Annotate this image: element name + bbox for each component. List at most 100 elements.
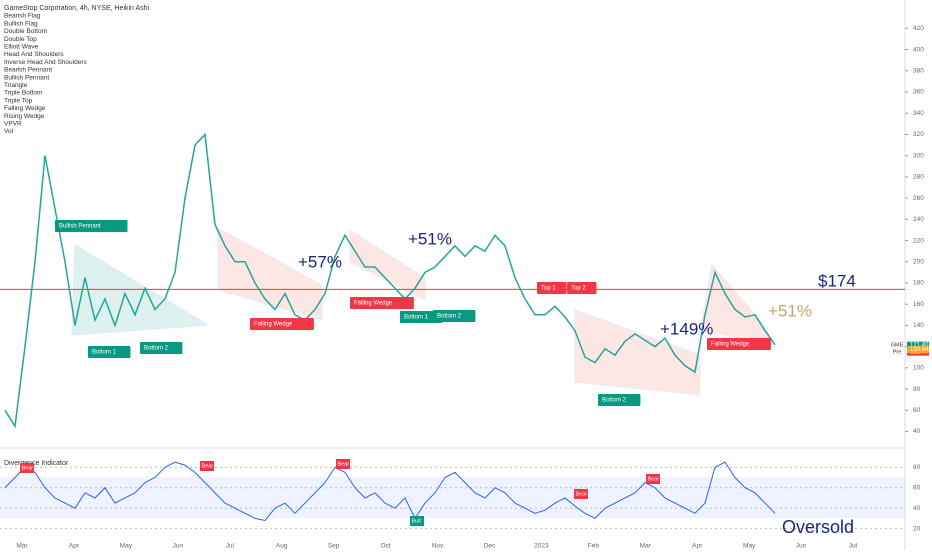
pattern-label: Bullish Pennant [59,224,101,230]
indicator-name: Bearish Pennant [4,67,52,74]
pattern-label-bg [537,282,567,294]
pattern-label-bg [350,297,414,309]
oversold-note: Oversold [782,517,854,537]
x-tick-label: Feb [588,543,600,550]
x-tick-label: Mar [16,543,28,550]
signal-bg [574,489,588,499]
price-line [4,132,776,429]
y-tick-label: 80 [913,386,921,393]
oscillator-band [0,477,905,518]
signal-label: Bull [412,518,421,524]
y-tick-label: 160 [913,301,924,308]
x-tick-label: Jun [173,543,184,550]
y-tick-label: 280 [913,174,924,181]
x-tick-label: Nov [432,543,444,550]
wedge [574,309,701,396]
wedge [699,263,777,346]
indicator-name: Triangle [4,82,28,89]
pattern-label: Bottom 2 [437,314,462,320]
signal-label: Bear [202,463,214,469]
y-tick-label: 260 [913,195,924,202]
indicator-name: Double Bottom [4,28,47,35]
y-tick-label: 40 [913,428,921,435]
x-tick-label: Mar [640,543,652,550]
annotation: +51% [408,229,452,248]
pattern-label-bg [707,338,771,350]
x-tick-label: 2023 [534,543,549,550]
wedge [349,229,426,301]
pattern-label-bg [250,318,314,330]
chart-title: GameStop Corporation, 4h, NYSE, Heikin A… [4,5,150,12]
indicator-name: Triple Top [4,97,33,104]
signal-label: Bear [338,461,350,467]
pennant [71,244,210,336]
signal-label: Bear [22,465,34,471]
pattern-label-bg [433,310,476,322]
indicator-name: Vol [4,128,14,135]
pattern-label: Bottom 1 [92,350,117,356]
oscillator-title: Divergence Indicator [4,460,69,467]
y-tick-label: 340 [913,110,924,117]
pattern-label: Falling Wedge [254,322,293,328]
price-tag [907,341,929,349]
signal-label: Bear [576,491,588,497]
y-tick-label: 300 [913,152,924,159]
y-tick-label: 180 [913,280,924,287]
signal-bg [336,459,350,469]
pattern-label: Falling Wedge [711,342,750,348]
pattern-label: Top 1 [541,286,556,292]
indicator-name: VPVR [4,121,22,128]
x-tick-label: Aug [276,543,288,550]
y-tick-label: 220 [913,237,924,244]
y-tick-label: 380 [913,67,924,74]
indicator-name: Rising Wedge [4,113,45,120]
indicator-name: Bullish Flag [4,20,38,27]
pattern-label: Bottom 2 [144,346,169,352]
y-tick-label: 60 [913,484,921,491]
pattern-label: Bottom 1 [404,315,429,321]
signal-bg [20,463,34,473]
x-tick-label: Sep [328,543,340,550]
indicator-name: Falling Wedge [4,105,46,112]
x-tick-label: May [120,543,133,550]
price-tag-name: Pre [893,350,902,356]
x-tick-label: Apr [692,543,703,550]
y-tick-label: 200 [913,258,924,265]
x-tick-label: Dec [484,543,496,550]
signal-bg [646,474,660,484]
signal-bg [200,461,214,471]
price-tag-label: 130.44 [910,347,929,353]
pattern-label-bg [400,311,443,323]
wedge [217,227,323,321]
y-tick-label: 80 [913,464,921,471]
pattern-label-bg [598,394,641,406]
y-tick-label: 140 [913,322,924,329]
pattern-label: Bottom 2 [602,398,627,404]
price-tag [907,346,929,354]
signal-label: Bear [648,476,660,482]
annotation: +57% [298,252,342,271]
y-tick-label: 20 [913,525,921,532]
x-tick-label: Oct [381,543,391,550]
x-tick-label: Jul [849,543,858,550]
indicator-name: Bearish Flag [4,13,41,20]
indicator-name: Bullish Pennant [4,74,49,81]
y-tick-label: 320 [913,131,924,138]
x-tick-label: Jun [796,543,807,550]
y-tick-label: 100 [913,365,924,372]
y-tick-label: 240 [913,216,924,223]
y-tick-label: 60 [913,407,921,414]
x-tick-label: Apr [69,543,80,550]
indicator-name: Inverse Head And Shoulders [4,59,87,66]
y-tick-label: 360 [913,89,924,96]
price-tag-name: GME [891,343,904,349]
indicator-name: Head And Shoulders [4,51,64,58]
pattern-label: Top 2 [571,286,586,292]
annotation: +149% [660,319,713,338]
pattern-label-bg [55,220,128,232]
annotation: +51% [768,301,812,320]
price-tag-label: 121.40 [910,343,929,349]
x-tick-label: Jul [226,543,235,550]
